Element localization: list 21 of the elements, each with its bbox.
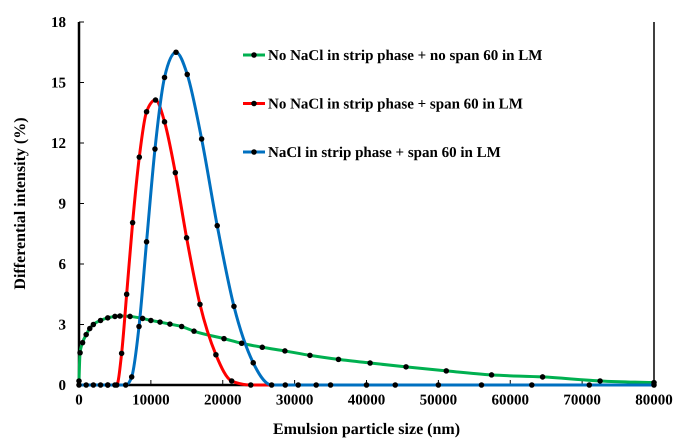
y-tick-label: 12 [51, 136, 66, 152]
legend-label: No NaCl in strip phase + span 60 in LM [268, 96, 523, 112]
x-axis-title: Emulsion particle size (nm) [272, 421, 460, 438]
y-tick-label: 15 [51, 75, 66, 92]
y-axis-title: Differential intensity (%) [12, 117, 29, 290]
x-tick-label: 50000 [420, 392, 458, 409]
x-tick-label: 40000 [348, 392, 386, 409]
legend-label: NaCl in strip phase + span 60 in LM [268, 145, 501, 161]
y-tick-label: 0 [58, 378, 66, 394]
y-tick-label: 18 [51, 14, 66, 31]
x-tick-label: 0 [75, 392, 83, 409]
y-tick-label: 9 [58, 196, 66, 212]
x-tick-label: 60000 [492, 392, 529, 409]
x-tick-label: 20000 [204, 392, 242, 409]
x-tick-label: 80000 [635, 392, 673, 409]
x-tick-label: 10000 [132, 392, 170, 409]
y-tick-label: 6 [58, 256, 66, 273]
y-tick-label: 3 [58, 317, 66, 334]
x-tick-label: 30000 [276, 392, 314, 409]
x-tick-label: 70000 [563, 392, 601, 409]
legend-label: No NaCl in strip phase + no span 60 in LM [268, 48, 542, 64]
